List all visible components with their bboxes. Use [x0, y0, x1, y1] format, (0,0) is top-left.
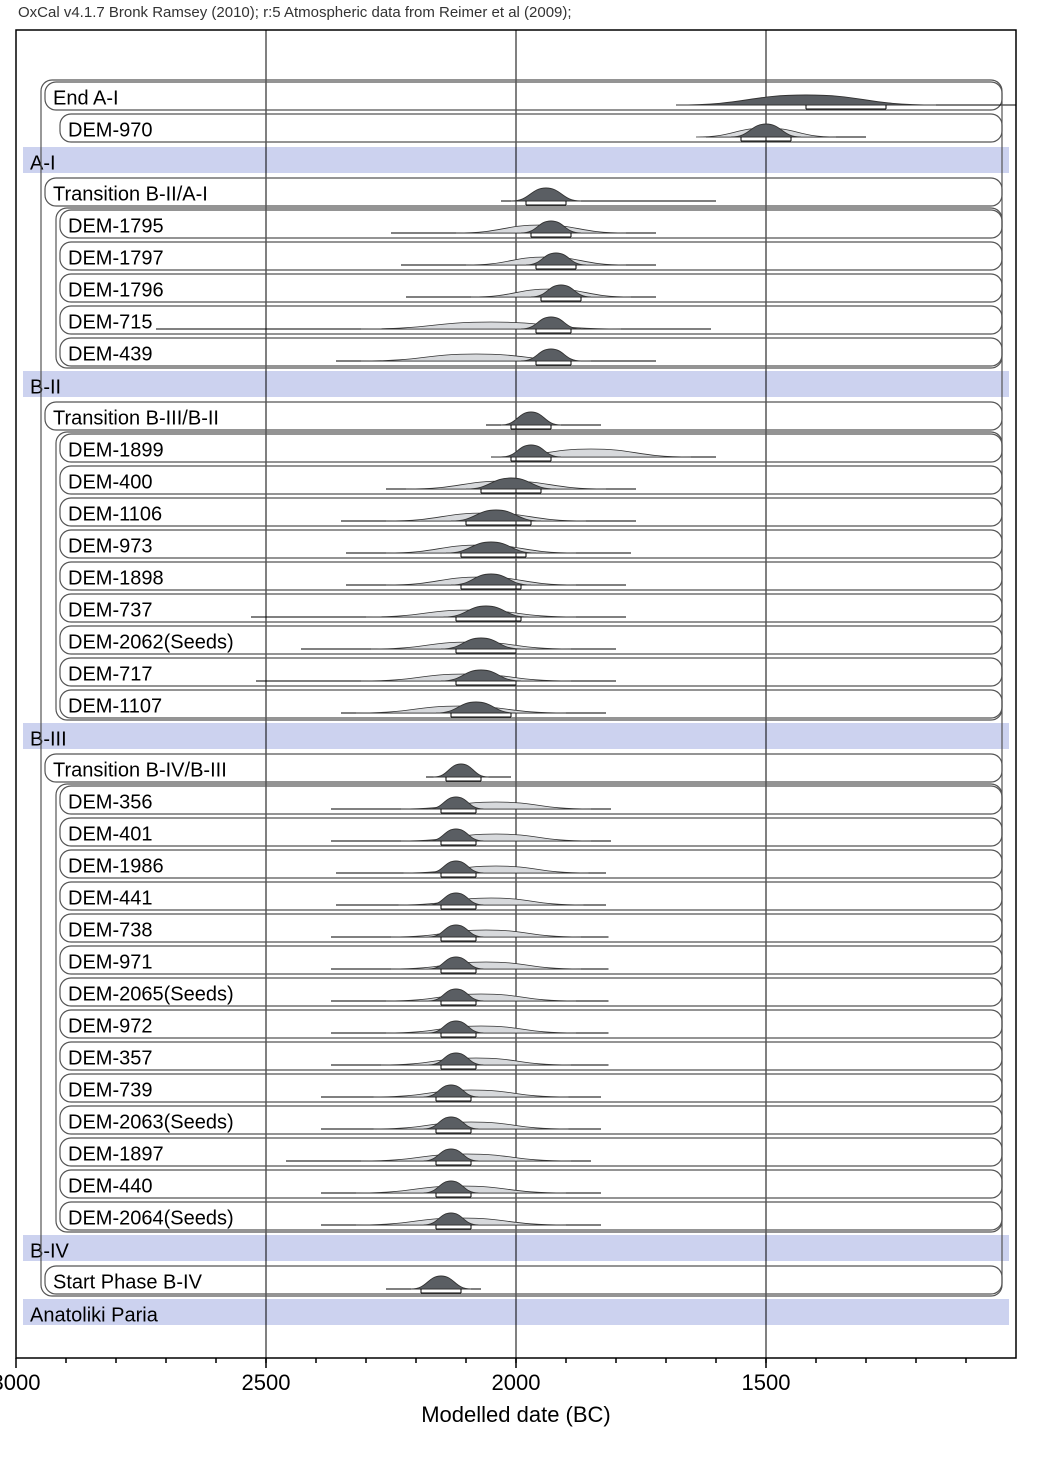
- posterior-dark: [521, 349, 581, 361]
- row-label-dem-2062: DEM-2062(Seeds): [68, 631, 234, 653]
- row-label-dem-400: DEM-400: [68, 471, 152, 493]
- row-label-dem-973: DEM-973: [68, 535, 152, 557]
- row-outline-dem-1797: [60, 242, 1002, 270]
- row-outline-dem-971: [60, 946, 1002, 974]
- posterior-light: [391, 930, 581, 937]
- posterior-dark: [511, 188, 581, 201]
- row-label-start-b-iv: Start Phase B-IV: [53, 1271, 203, 1293]
- row-label-trans-bii-ai: Transition B-II/A-I: [53, 183, 208, 205]
- row-label-dem-441: DEM-441: [68, 887, 152, 909]
- phase-label-phase-b-iv: B-IV: [30, 1240, 70, 1262]
- row-label-dem-2063: DEM-2063(Seeds): [68, 1111, 234, 1133]
- row-outline-dem-1796: [60, 274, 1002, 302]
- posterior-dark: [411, 1276, 471, 1289]
- group-box-B-IV: [56, 784, 1002, 1232]
- row-label-dem-1795: DEM-1795: [68, 215, 164, 237]
- row-label-trans-biv-biii: Transition B-IV/B-III: [53, 759, 227, 781]
- row-label-dem-1897: DEM-1897: [68, 1143, 164, 1165]
- phase-label-phase-b-ii: B-II: [30, 376, 61, 398]
- row-outline-dem-738: [60, 914, 1002, 942]
- row-label-dem-1796: DEM-1796: [68, 279, 164, 301]
- row-outline-end-a-i: [45, 82, 1002, 110]
- tick-label: 2000: [492, 1370, 541, 1395]
- row-outline-dem-1986: [60, 850, 1002, 878]
- row-outline-dem-970: [60, 114, 1002, 142]
- row-label-dem-737: DEM-737: [68, 599, 152, 621]
- row-outline-dem-737: [60, 594, 1002, 622]
- posterior-dark: [501, 412, 561, 425]
- row-label-dem-2064: DEM-2064(Seeds): [68, 1207, 234, 1229]
- posterior-dark: [434, 764, 489, 777]
- row-outline-dem-1898: [60, 562, 1002, 590]
- tick-label: 2500: [242, 1370, 291, 1395]
- row-label-dem-1899: DEM-1899: [68, 439, 164, 461]
- row-label-dem-1797: DEM-1797: [68, 247, 164, 269]
- row-outline-dem-400: [60, 466, 1002, 494]
- row-label-dem-972: DEM-972: [68, 1015, 152, 1037]
- phase-label-phase-anatoliki: Anatoliki Paria: [30, 1304, 159, 1326]
- row-outline-dem-441: [60, 882, 1002, 910]
- row-outline-dem-401: [60, 818, 1002, 846]
- posterior-light: [386, 1026, 576, 1033]
- row-outline-dem-1107: [60, 690, 1002, 718]
- row-label-dem-1107: DEM-1107: [68, 695, 162, 717]
- row-outline-dem-440: [60, 1170, 1002, 1198]
- row-outline-dem-715: [60, 306, 1002, 334]
- row-outline-dem-357: [60, 1042, 1002, 1070]
- row-label-dem-1898: DEM-1898: [68, 567, 164, 589]
- row-outline-dem-439: [60, 338, 1002, 366]
- posterior-light: [401, 802, 591, 809]
- tick-label: 1500: [742, 1370, 791, 1395]
- row-label-trans-biii-bii: Transition B-III/B-II: [53, 407, 219, 429]
- posterior-light: [401, 834, 591, 841]
- row-outline-dem-356: [60, 786, 1002, 814]
- posterior-dark: [501, 445, 561, 457]
- row-label-dem-1986: DEM-1986: [68, 855, 164, 877]
- row-outline-dem-973: [60, 530, 1002, 558]
- posterior-light: [386, 994, 576, 1001]
- row-label-end-a-i: End A-I: [53, 87, 119, 109]
- row-label-dem-970: DEM-970: [68, 119, 152, 141]
- posterior-light: [404, 866, 589, 873]
- posterior-light: [399, 898, 584, 905]
- row-label-dem-1106: DEM-1106: [68, 503, 162, 525]
- posterior-dark: [521, 317, 581, 329]
- row-label-dem-971: DEM-971: [68, 951, 152, 973]
- row-outline-dem-972: [60, 1010, 1002, 1038]
- posterior-light: [391, 962, 581, 969]
- oxcal-multiplot: 3000 2500 2000 1500 Modelled date (BC) End A-…: [0, 0, 1063, 1461]
- posterior-light: [361, 322, 621, 329]
- row-label-dem-715: DEM-715: [68, 311, 152, 333]
- phase-label-phase-a-i: A-I: [30, 152, 56, 174]
- row-label-dem-739: DEM-739: [68, 1079, 152, 1101]
- group-box-B-III: [56, 432, 1002, 720]
- row-label-dem-2065: DEM-2065(Seeds): [68, 983, 234, 1005]
- row-label-dem-356: DEM-356: [68, 791, 152, 813]
- row-label-dem-401: DEM-401: [68, 823, 152, 845]
- row-label-dem-357: DEM-357: [68, 1047, 152, 1069]
- row-label-dem-717: DEM-717: [68, 663, 152, 685]
- tick-label: 3000: [0, 1370, 40, 1395]
- phase-label-phase-b-iii: B-III: [30, 728, 67, 750]
- row-label-dem-439: DEM-439: [68, 343, 152, 365]
- row-outline-dem-1897: [60, 1138, 1002, 1166]
- posterior-dark: [676, 95, 936, 105]
- row-outline-dem-739: [60, 1074, 1002, 1102]
- row-label-dem-440: DEM-440: [68, 1175, 152, 1197]
- row-outline-dem-717: [60, 658, 1002, 686]
- row-label-dem-738: DEM-738: [68, 919, 152, 941]
- x-axis-label: Modelled date (BC): [421, 1402, 611, 1427]
